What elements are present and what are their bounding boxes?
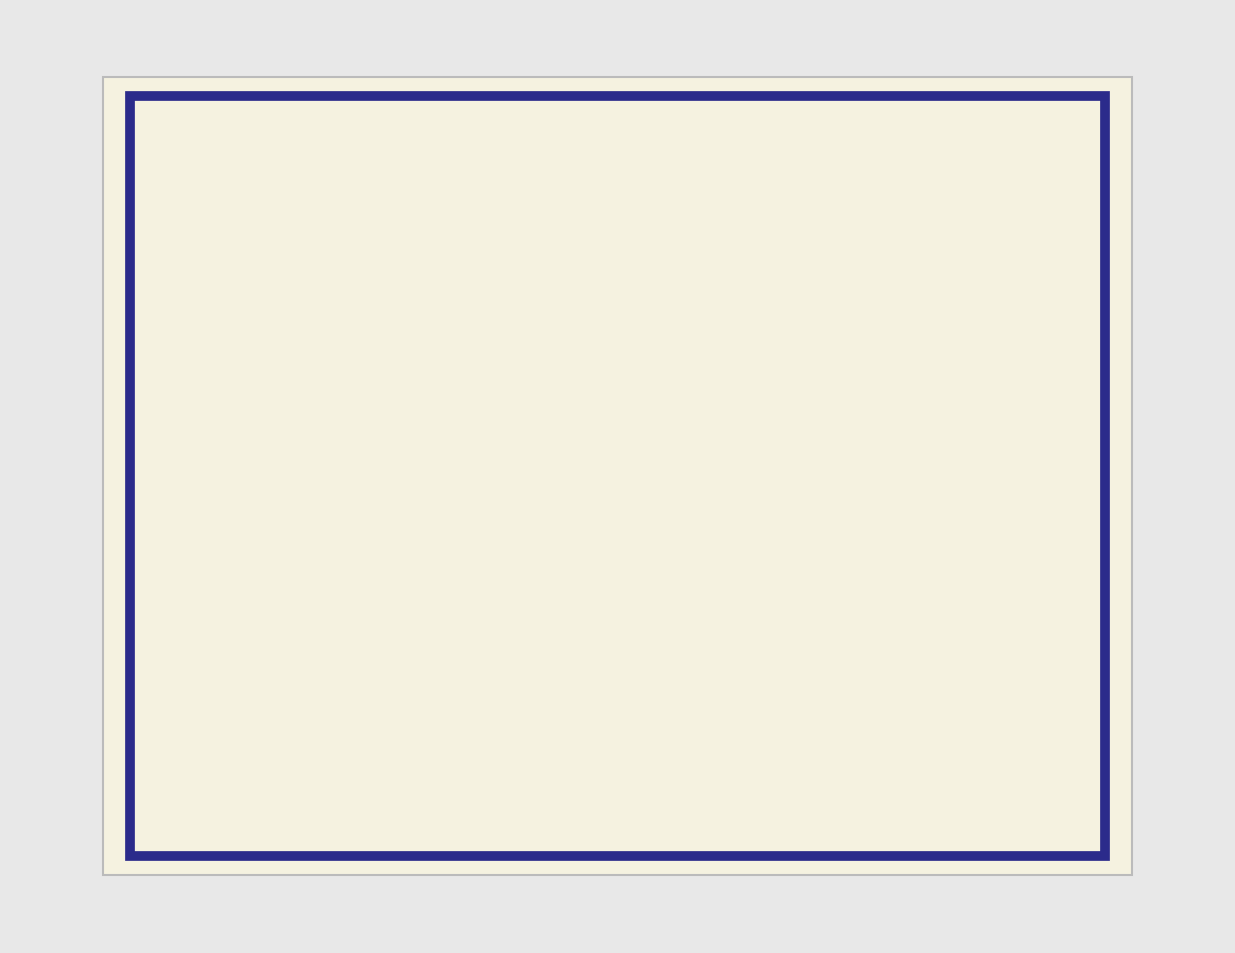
Text: Press: Press (146, 700, 184, 715)
Text: Scrolls backward
through the
available
selections.: Scrolls backward through the available s… (494, 265, 618, 339)
Text: Advances the
media.: Advances the media. (657, 675, 757, 709)
Text: Executes a
print command.: Executes a print command. (818, 440, 935, 475)
Text: Scrolls forward
through the
available
selection.: Scrolls forward through the available se… (657, 265, 766, 339)
Text: Interactive: Interactive (146, 265, 225, 280)
Text: Implements a
selection.: Implements a selection. (657, 440, 757, 475)
Text: Accepts the
selected value.: Accepts the selected value. (818, 528, 929, 562)
Text: Accesses front
panel
sub-menus.: Accesses front panel sub-menus. (818, 265, 924, 319)
Text: Accesses the
Reprint
selections.: Accesses the Reprint selections. (494, 675, 590, 729)
Text: Exits the menu and
returns the printer to
Ready.: Exits the menu and returns the printer t… (319, 360, 474, 415)
Text: Allows the user
to view
information.: Allows the user to view information. (818, 610, 930, 664)
Text: Cuts the media.: Cuts the media. (818, 675, 935, 690)
Text: Press: Press (146, 289, 184, 304)
Text: Pause: Pause (146, 675, 189, 690)
Text: Backs up a level of
the menu without
making a selection.: Backs up a level of the menu without mak… (319, 675, 462, 729)
Text: Exits the menu and
returns the printer to
Ready.: Exits the menu and returns the printer t… (319, 751, 474, 805)
Text: Backs up a level of
the menu without
making a selection.: Backs up a level of the menu without mak… (319, 265, 462, 319)
